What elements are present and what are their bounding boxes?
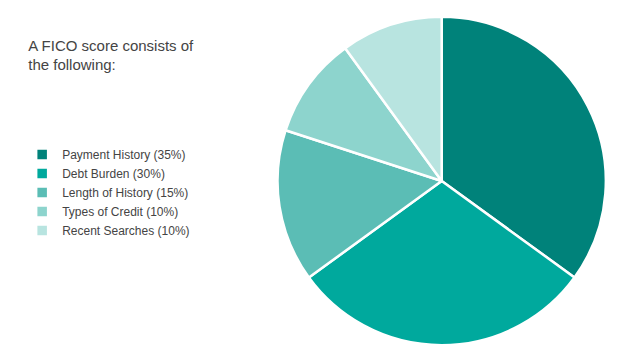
svg-text:A FICO score consists ofthe fo: A FICO score consists ofthe following:	[28, 37, 194, 74]
svg-text:Debt Burden (30%): Debt Burden (30%)	[62, 167, 165, 181]
svg-text:Types of Credit (10%): Types of Credit (10%)	[62, 205, 178, 219]
svg-text:Length of History (15%): Length of History (15%)	[62, 186, 188, 200]
svg-text:Recent Searches (10%): Recent Searches (10%)	[62, 224, 189, 238]
svg-text:Payment History (35%): Payment History (35%)	[62, 148, 185, 162]
